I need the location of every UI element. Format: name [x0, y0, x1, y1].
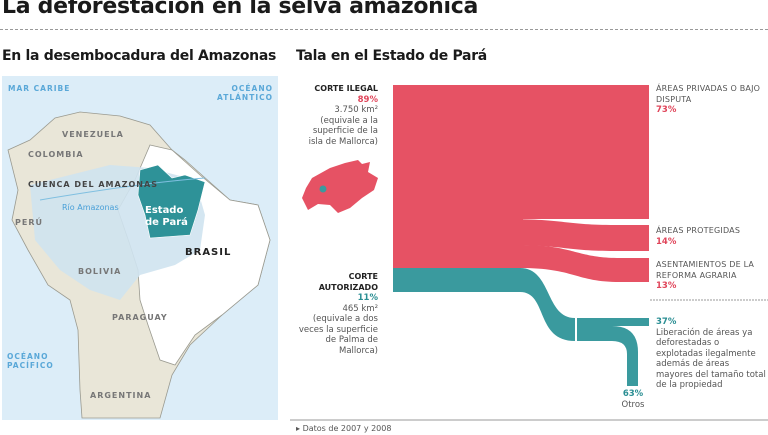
- label-brasil: BRASIL: [185, 247, 232, 258]
- map-heading: En la desembocadura del Amazonas: [2, 48, 277, 64]
- label-line: OCÉANO: [231, 84, 273, 93]
- footer-note: ▸ Datos de 2007 y 2008: [296, 424, 392, 433]
- label-line: Estado: [145, 205, 184, 216]
- output-protected: Áreas protegidas 14%: [656, 226, 764, 247]
- flow-heading: Tala en el Estado de Pará: [296, 48, 487, 64]
- label-colombia: COLOMBIA: [28, 150, 84, 159]
- mallorca-island: [302, 160, 378, 213]
- flow-authorized-band: [520, 268, 575, 341]
- output-percent: 73%: [656, 105, 677, 115]
- label-para: Estado de Pará: [145, 205, 188, 229]
- output-percent: 37%: [656, 317, 677, 327]
- illegal-area: 3.750 km²: [334, 105, 378, 115]
- label-line: de Pará: [145, 217, 188, 228]
- label-line: ATLÁNTICO: [217, 93, 273, 102]
- label-argentina: ARGENTINA: [90, 391, 152, 400]
- output-label: Asentamientos de la reforma agraria: [656, 260, 755, 280]
- label-oceano-atlantico: OCÉANO ATLÁNTICO: [205, 84, 273, 102]
- label-venezuela: VENEZUELA: [62, 130, 124, 139]
- flow-authorized-source: [393, 268, 521, 292]
- output-percent: 13%: [656, 281, 677, 291]
- flow-illegal-private: [393, 85, 649, 219]
- label-rio-amazonas: Río Amazonas: [62, 203, 119, 212]
- output-liberation: 37% Liberación de áreas ya deforestadas …: [656, 317, 766, 391]
- label-peru: PERÚ: [15, 218, 43, 227]
- sankey-diagram: [302, 85, 649, 386]
- flow-illegal-protected: [505, 219, 649, 251]
- palma-dot: [319, 185, 327, 193]
- footer-text: Datos de 2007 y 2008: [302, 424, 392, 433]
- flow-authorized-liberation: [577, 318, 649, 326]
- output-agrarian: Asentamientos de la reforma agraria 13%: [656, 260, 766, 292]
- output-private: Áreas privadas o bajo disputa 73%: [656, 84, 764, 116]
- output-label: Otros: [621, 399, 645, 410]
- authorized-area: 465 km²: [342, 303, 378, 314]
- flow-authorized-others: [577, 326, 638, 386]
- amazon-river: [39, 177, 206, 201]
- label-line: OCÉANO: [7, 352, 49, 361]
- output-percent: 14%: [656, 236, 677, 247]
- page-title: La deforestación en la selva amazónica: [2, 0, 479, 19]
- illegal-percent: 89%: [357, 94, 378, 105]
- label-paraguay: PARAGUAY: [112, 313, 168, 322]
- label-oceano-pacifico: OCÉANO PACÍFICO: [7, 352, 54, 370]
- output-label: Áreas privadas o bajo disputa: [656, 84, 761, 104]
- authorized-percent: 11%: [357, 293, 378, 303]
- authorized-label: CORTE: [348, 272, 378, 281]
- authorized-label: AUTORIZADO: [318, 282, 378, 292]
- label-line: PACÍFICO: [7, 361, 54, 370]
- authorized-note: (equivale a dos veces la superficie de P…: [298, 314, 378, 356]
- flow-illegal-agrarian: [520, 245, 649, 282]
- output-label: Áreas protegidas: [656, 226, 741, 235]
- output-label: Liberación de áreas ya deforestadas o ex…: [656, 327, 766, 391]
- authorized-info: CORTE AUTORIZADO 11% 465 km² (equivale a…: [296, 272, 378, 356]
- output-percent: 63%: [622, 389, 644, 399]
- label-cuenca: CUENCA DEL AMAZONAS: [28, 180, 158, 189]
- label-bolivia: BOLIVIA: [78, 267, 122, 276]
- map: [2, 76, 278, 432]
- output-others: 63% Otros: [608, 389, 658, 410]
- divider: [0, 29, 768, 30]
- illegal-note: (equivale a la superficie de la isla de …: [308, 115, 378, 147]
- illegal-label: CORTE ILEGAL: [314, 84, 378, 93]
- illegal-info: CORTE ILEGAL 89% 3.750 km² (equivale a l…: [296, 84, 378, 147]
- label-mar-caribe: MAR CARIBE: [8, 84, 71, 93]
